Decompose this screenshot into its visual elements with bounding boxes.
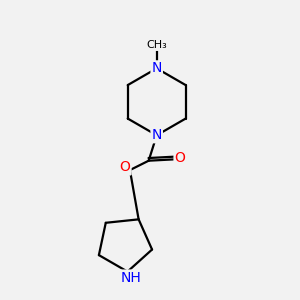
Text: O: O: [175, 151, 185, 165]
Text: N: N: [152, 128, 162, 142]
Text: NH: NH: [120, 271, 141, 284]
Text: N: N: [152, 61, 162, 75]
Text: O: O: [120, 160, 130, 174]
Text: CH₃: CH₃: [146, 40, 167, 50]
